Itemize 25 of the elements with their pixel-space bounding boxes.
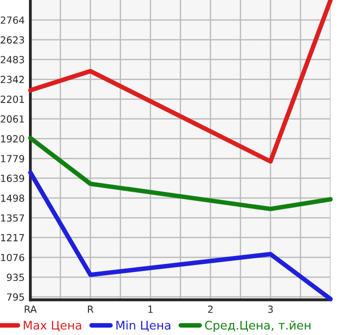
x-tick-label: 2: [208, 306, 213, 313]
legend-label: Сред.Цена, т.йен: [205, 320, 310, 332]
y-tick-label: 1217: [1, 234, 24, 242]
y-tick-label: 1498: [1, 194, 24, 202]
y-tick-label: 1639: [1, 174, 24, 182]
line-series: [28, 136, 333, 212]
y-tick-label: 1779: [1, 154, 24, 162]
y-tick-label: 795: [7, 293, 24, 301]
y-tick-label: 935: [6, 274, 24, 282]
y-tick-label: 2623: [0, 36, 24, 44]
y-tick-label: 1076: [1, 254, 24, 262]
y-tick-label: 2483: [0, 56, 24, 64]
y-tick-label: 2342: [0, 76, 24, 84]
y-tick-label: 2764: [0, 16, 24, 24]
x-tick-label: RA: [24, 306, 37, 313]
x-tick-label: R: [88, 306, 94, 313]
legend-label: Min Цена: [116, 320, 170, 332]
y-tick-label: 1920: [1, 135, 24, 142]
y-tick-label: 1357: [1, 214, 24, 222]
legend-label: Max Цена: [24, 320, 82, 332]
x-tick-label: 1: [148, 306, 153, 313]
line-series: [28, 0, 333, 164]
y-tick-label: 2201: [0, 96, 24, 103]
y-tick-label: 2061: [0, 115, 24, 123]
x-tick-label: 3: [268, 306, 273, 313]
